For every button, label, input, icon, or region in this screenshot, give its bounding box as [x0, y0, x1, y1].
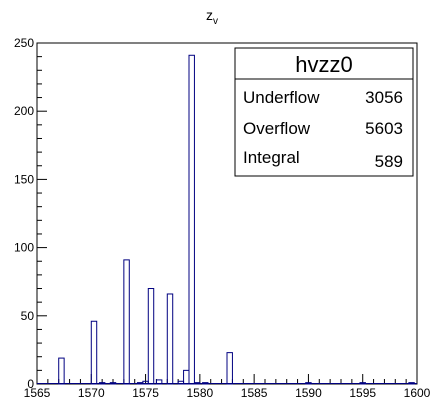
- x-tick-label: 1565: [24, 386, 51, 400]
- chart-title: zv: [206, 7, 218, 27]
- histogram-bin: [226, 352, 233, 385]
- y-tick-label: 0: [27, 377, 34, 391]
- stats-integral-label: Integral: [243, 148, 300, 167]
- histogram-bars: [37, 54, 417, 385]
- x-tick-label: 1580: [187, 386, 214, 400]
- y-tick-label: 100: [14, 241, 34, 255]
- chart-title-sub: v: [213, 16, 218, 27]
- histogram-bin: [147, 288, 155, 385]
- x-tick-label: 1600: [404, 386, 431, 400]
- stats-box: hvzz0 Underflow 3056 Overflow 5603 Integ…: [234, 47, 414, 177]
- x-tick-label: 1570: [78, 386, 105, 400]
- histogram-bin: [188, 54, 195, 385]
- y-tick-label: 150: [14, 172, 34, 186]
- chart-title-main: z: [206, 7, 213, 23]
- stats-overflow-value: 5603: [365, 119, 403, 138]
- x-tick-label: 1575: [132, 386, 159, 400]
- stats-underflow-label: Underflow: [243, 88, 320, 107]
- stats-box-name: hvzz0: [295, 52, 352, 77]
- histogram-bin: [123, 259, 130, 385]
- histogram-bin: [166, 293, 174, 385]
- y-tick-label: 250: [14, 36, 34, 50]
- x-axis: 1565 1570 1575 1580 1585 1590 1595 1600: [24, 374, 431, 400]
- x-tick-label: 1590: [295, 386, 322, 400]
- x-tick-label: 1595: [349, 386, 376, 400]
- stats-underflow-value: 3056: [365, 88, 403, 107]
- histogram-bin: [183, 369, 190, 385]
- stats-integral-value: 589: [375, 152, 403, 171]
- x-tick-label: 1585: [241, 386, 268, 400]
- stats-box-frame: [234, 47, 414, 177]
- y-axis: 0 50 100 150 200 250: [14, 36, 47, 391]
- stats-overflow-label: Overflow: [243, 119, 311, 138]
- y-tick-label: 50: [21, 309, 35, 323]
- y-tick-label: 200: [14, 104, 34, 118]
- histogram-bin: [90, 320, 98, 385]
- histogram-bin: [58, 357, 65, 385]
